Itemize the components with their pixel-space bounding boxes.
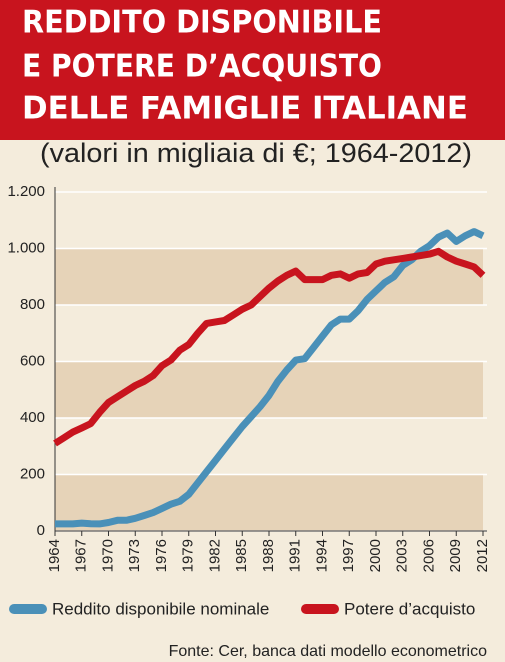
y-tick-label: 1.000 bbox=[7, 239, 45, 256]
x-tick-label: 2012 bbox=[474, 539, 491, 572]
x-tick-label: 2009 bbox=[447, 539, 464, 572]
source: Fonte: Cer, banca dati modello econometr… bbox=[169, 643, 488, 660]
chart-title: REDDITO DISPONIBILE bbox=[22, 5, 382, 41]
chart-title: E POTERE D’ACQUISTO bbox=[22, 49, 382, 85]
x-tick-label: 2006 bbox=[420, 539, 437, 572]
y-tick-label: 200 bbox=[20, 465, 45, 482]
x-tick-label: 1967 bbox=[73, 539, 90, 572]
chart-title: DELLE FAMIGLIE ITALIANE bbox=[22, 91, 468, 127]
legend-label: Reddito disponibile nominale bbox=[52, 599, 269, 618]
x-tick-label: 1988 bbox=[260, 539, 277, 572]
x-tick-label: 1982 bbox=[206, 539, 223, 572]
data-line bbox=[53, 247, 486, 447]
x-tick-label: 1976 bbox=[153, 539, 170, 572]
x-tick-label: 1979 bbox=[180, 539, 197, 572]
x-tick-label: 1997 bbox=[340, 539, 357, 572]
legend-label: Potere d’acquisto bbox=[344, 599, 475, 618]
x-tick-label: 2000 bbox=[367, 539, 384, 572]
y-tick-label: 800 bbox=[20, 296, 45, 313]
x-tick-label: 1970 bbox=[99, 539, 116, 572]
x-tick-label: 2003 bbox=[394, 539, 411, 572]
y-tick-label: 400 bbox=[20, 409, 45, 426]
x-tick-label: 1964 bbox=[46, 539, 63, 572]
y-tick-label: 0 bbox=[37, 522, 45, 539]
y-tick-label: 600 bbox=[20, 352, 45, 369]
x-tick-label: 1973 bbox=[126, 539, 143, 572]
x-tick-label: 1991 bbox=[287, 539, 304, 572]
x-tick-label: 1994 bbox=[313, 539, 330, 572]
y-tick-label: 1.200 bbox=[7, 183, 45, 200]
title-banner bbox=[0, 0, 505, 140]
x-tick-label: 1985 bbox=[233, 539, 250, 572]
chart-subtitle: (valori in migliaia di €; 1964-2012) bbox=[40, 138, 472, 168]
